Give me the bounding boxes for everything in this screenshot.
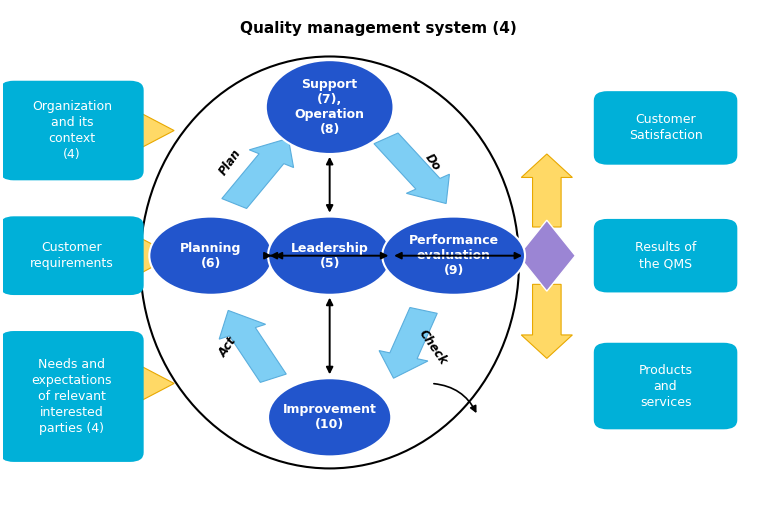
Text: Planning
(6): Planning (6) [180,242,241,270]
FancyArrow shape [379,308,438,378]
Text: Performance
evaluation
(9): Performance evaluation (9) [409,234,499,277]
FancyBboxPatch shape [0,331,144,462]
Text: Check: Check [416,327,450,367]
FancyArrow shape [222,139,294,209]
FancyArrow shape [136,366,174,401]
Text: Do: Do [422,151,443,173]
Text: Needs and
expectations
of relevant
interested
parties (4): Needs and expectations of relevant inter… [32,358,112,435]
Text: Leadership
(5): Leadership (5) [291,242,369,270]
Text: Organization
and its
context
(4): Organization and its context (4) [32,100,112,161]
FancyArrow shape [136,238,174,274]
FancyArrow shape [220,310,286,383]
Ellipse shape [268,378,391,456]
Text: Improvement
(10): Improvement (10) [282,403,376,431]
Text: Support
(7),
Operation
(8): Support (7), Operation (8) [294,78,365,136]
Text: Customer
Satisfaction: Customer Satisfaction [628,113,702,142]
Text: Act: Act [217,335,240,359]
Text: Plan: Plan [216,147,243,178]
FancyBboxPatch shape [0,81,144,180]
FancyArrow shape [374,133,450,203]
Ellipse shape [268,217,391,295]
Text: Quality management system (4): Quality management system (4) [240,21,517,36]
Ellipse shape [149,217,273,295]
Text: Customer
requirements: Customer requirements [30,241,114,270]
FancyBboxPatch shape [593,91,737,164]
FancyArrow shape [136,113,174,148]
FancyBboxPatch shape [593,219,737,292]
Text: Products
and
services: Products and services [639,364,693,408]
Ellipse shape [382,217,525,295]
Ellipse shape [266,60,394,154]
FancyArrow shape [522,285,572,358]
Text: Results of
the QMS: Results of the QMS [635,241,696,270]
FancyBboxPatch shape [0,216,144,295]
FancyArrow shape [522,154,572,227]
FancyBboxPatch shape [593,343,737,430]
Polygon shape [519,220,575,291]
